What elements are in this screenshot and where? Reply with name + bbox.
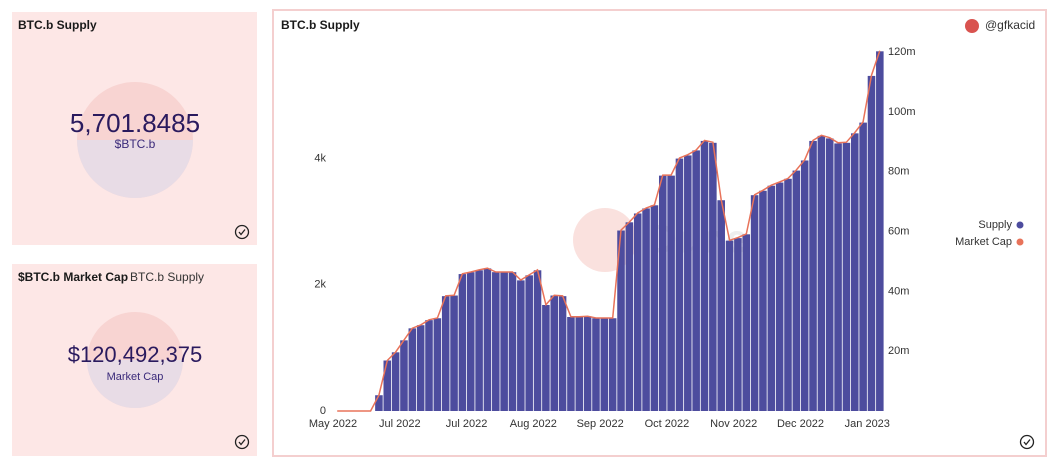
bar [759,190,767,411]
bar [391,352,400,411]
bar [475,270,483,411]
bar [834,143,842,411]
y2-tick-label: 100m [888,106,916,118]
bar [784,178,792,411]
bar [767,185,776,411]
x-tick-label: Jan 2023 [845,418,890,430]
x-tick-label: Aug 2022 [510,418,557,430]
bar [441,296,450,411]
y-tick-label: 0 [320,405,326,417]
bar [383,360,392,411]
x-tick-label: May 2022 [309,418,357,430]
counter-value: $120,492,375 [68,342,203,367]
x-tick-label: Oct 2022 [645,418,690,430]
bar [558,296,567,411]
bar [792,170,801,411]
bar [458,274,467,411]
bar [375,395,383,411]
x-tick-label: Jul 2022 [446,418,488,430]
y-tick-label: 4k [314,152,326,164]
bar [483,268,492,411]
card-title: BTC.b Supply [18,18,97,32]
x-tick-label: Sep 2022 [577,418,624,430]
bar [876,51,884,412]
bar [809,140,817,411]
bar [742,234,751,411]
author[interactable]: @gfkacid [985,18,1035,32]
counter-subtitle: Market Cap [107,371,164,383]
bar [508,272,517,411]
legend-swatch [1016,238,1024,246]
y2-tick-label: 40m [888,285,909,297]
bar [525,275,533,411]
legend-label: Market Cap [955,236,1012,248]
bar [734,238,742,411]
bar [650,205,659,411]
bar [533,270,542,411]
bar [550,295,559,411]
bar [750,195,759,411]
bar [675,158,684,411]
card-watermark [87,360,183,408]
bar [608,318,617,411]
y2-tick-label: 20m [888,345,909,357]
bar [825,138,834,411]
bar [867,75,876,412]
legend-label: Supply [978,219,1012,231]
x-tick-label: Jul 2022 [379,418,421,430]
market-cap-line [337,50,881,412]
bar [450,295,458,411]
bar [408,328,417,411]
bar [667,175,675,411]
bar [800,160,809,411]
y-tick-label: 2k [314,279,326,291]
bar [567,316,575,411]
y2-tick-label: 60m [888,225,909,237]
y2-tick-label: 120m [888,46,916,58]
bar [517,280,525,411]
bar [842,142,851,411]
bar [642,208,650,411]
y2-tick-label: 80m [888,166,909,178]
card-watermark [77,140,193,198]
bar [692,150,700,411]
bar [633,213,642,411]
chart-title: BTC.b Supply [281,18,360,32]
bar [400,340,408,411]
bar [425,320,433,411]
bar [658,175,667,411]
bar [617,230,625,411]
bar [575,316,584,411]
bar [592,318,600,411]
bar [416,325,425,411]
bar [717,200,725,411]
counter-subtitle: $BTC.b [115,137,156,151]
x-tick-label: Dec 2022 [777,418,824,430]
author-avatar [965,19,979,33]
counter-value: 5,701.8485 [70,108,200,138]
card-title: $BTC.b Market Cap [18,270,128,284]
bar [625,222,634,411]
card-tab[interactable]: BTC.b Supply [130,270,204,284]
legend-swatch [1016,221,1024,229]
check-icons [234,224,1035,450]
bar [583,316,592,411]
bar [492,272,500,411]
bar [817,135,826,412]
bar [600,318,609,411]
bar [775,182,784,411]
bar [700,140,709,411]
bar [466,272,475,411]
bar [859,122,867,411]
bar [709,142,717,411]
bar [725,240,734,411]
bar [851,133,859,411]
bar [542,304,550,411]
bar [433,318,442,411]
bar [500,272,508,411]
x-tick-label: Nov 2022 [710,418,757,430]
bar [684,155,692,411]
